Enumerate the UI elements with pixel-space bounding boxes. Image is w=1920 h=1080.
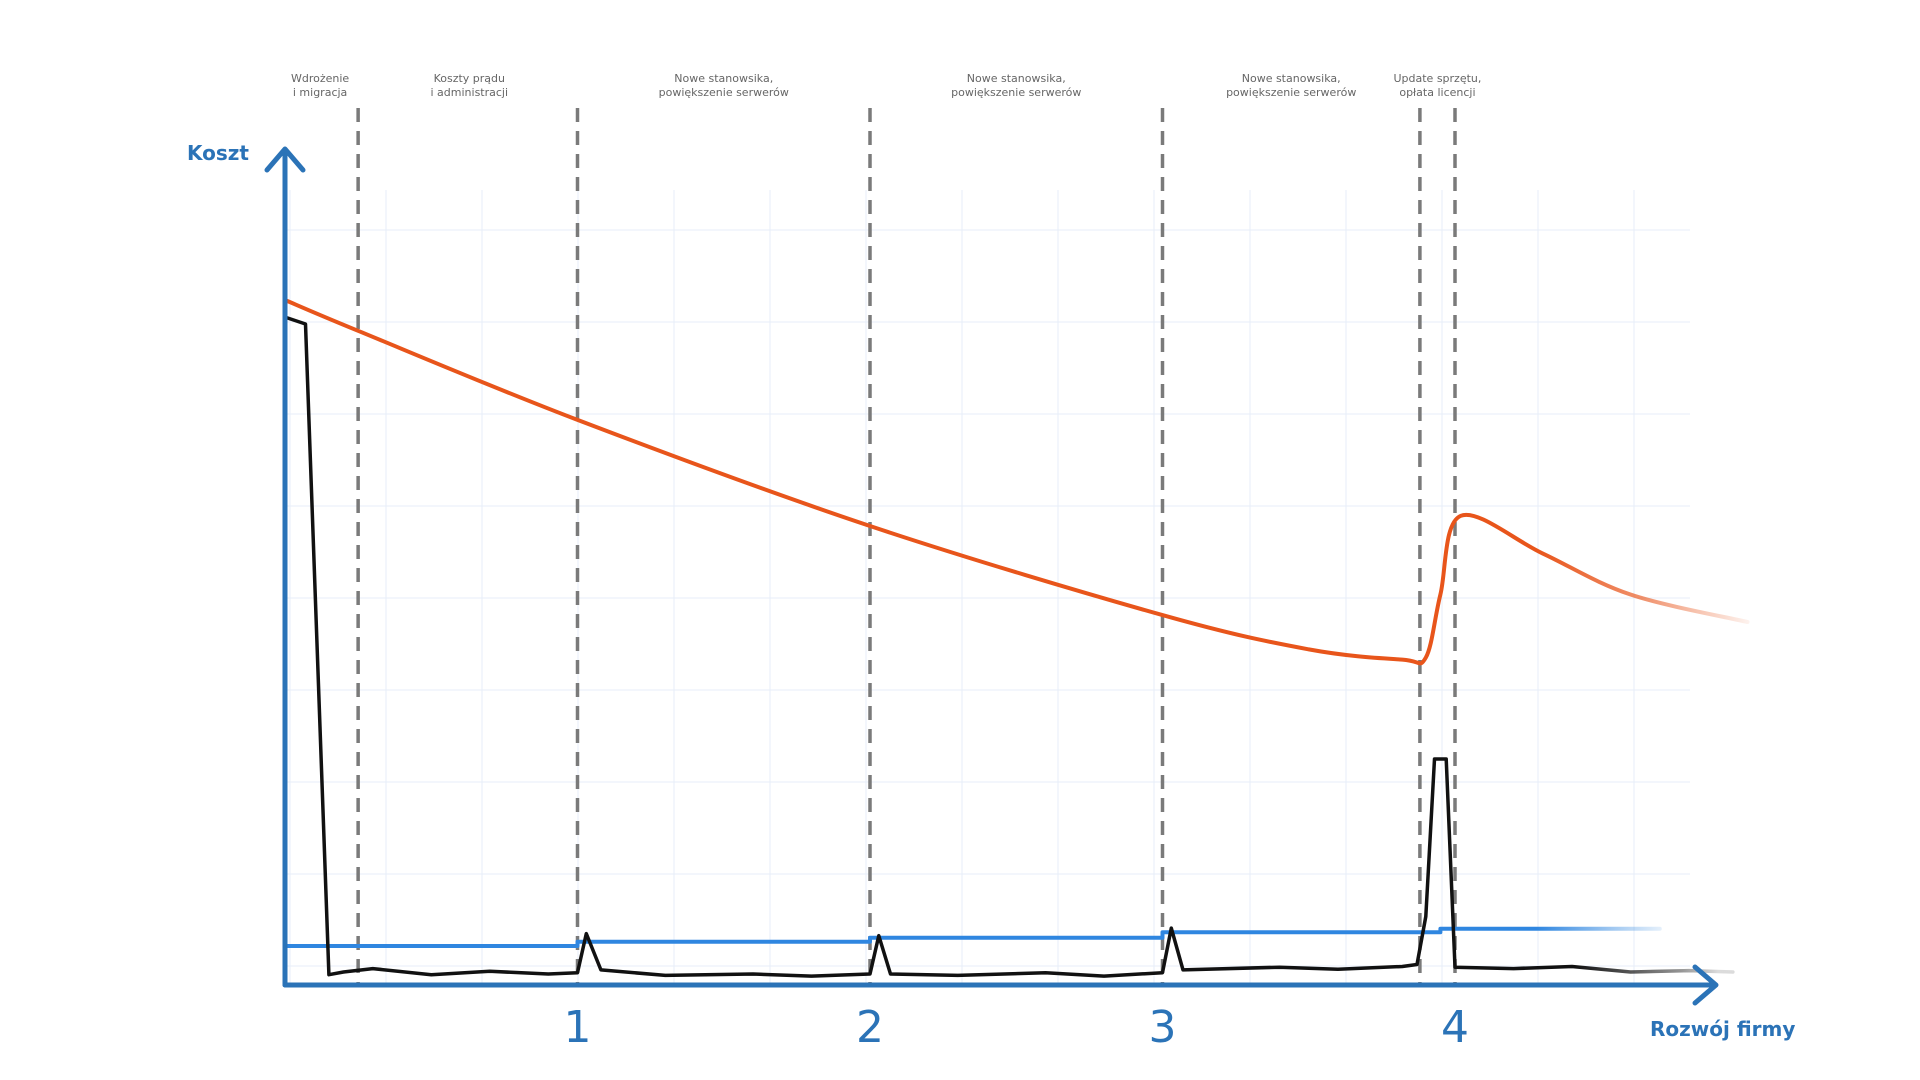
milestone-label: 3 (1149, 1002, 1177, 1053)
y-axis-arrow-icon (264, 146, 306, 173)
phase-label-line: Update sprzętu, (1393, 72, 1481, 85)
x-axis-title: Rozwój firmy (1650, 1017, 1795, 1041)
phase-label-line: Nowe stanowsika, (967, 72, 1066, 85)
phase-label-line: powiększenie serwerów (659, 86, 789, 99)
phase-label: Nowe stanowsika, powiększenie serwerów (1226, 72, 1356, 99)
y-axis-title: Koszt (187, 141, 249, 165)
phase-label-line: Wdrożenie (291, 72, 349, 85)
phase-label: Nowe stanowsika, powiększenie serwerów (951, 72, 1081, 99)
phase-label-line: powiększenie serwerów (1226, 86, 1356, 99)
series-lines (283, 298, 1750, 978)
phase-label-line: opłata licencji (1399, 86, 1475, 99)
blue-cost-line (283, 926, 1662, 948)
phase-label: Update sprzętu, opłata licencji (1393, 72, 1481, 99)
phase-label-line: i migracja (293, 86, 347, 99)
milestone-label: 4 (1441, 1002, 1469, 1053)
phase-label-line: i administracji (431, 86, 509, 99)
black-cost-line (283, 315, 1735, 978)
phase-label: Nowe stanowsika, powiększenie serwerów (659, 72, 789, 99)
axes (264, 146, 1719, 1006)
phase-labels: Wdrożenie i migracja Koszty prądu i adminis… (291, 72, 1481, 99)
phase-label-line: Nowe stanowsika, (1242, 72, 1341, 85)
phase-label: Koszty prądu i administracji (431, 72, 509, 99)
milestone-label: 1 (564, 1002, 592, 1053)
phase-label: Wdrożenie i migracja (291, 72, 349, 99)
orange-cost-line (283, 298, 1750, 666)
milestone-labels: 1 2 3 4 (564, 1002, 1470, 1053)
phase-label-line: Koszty prądu (434, 72, 505, 85)
x-axis-arrow-icon (1692, 964, 1719, 1006)
phase-label-line: Nowe stanowsika, (674, 72, 773, 85)
phase-dividers (356, 108, 1457, 985)
milestone-label: 2 (856, 1002, 884, 1053)
phase-label-line: powiększenie serwerów (951, 86, 1081, 99)
grid (285, 190, 1690, 985)
